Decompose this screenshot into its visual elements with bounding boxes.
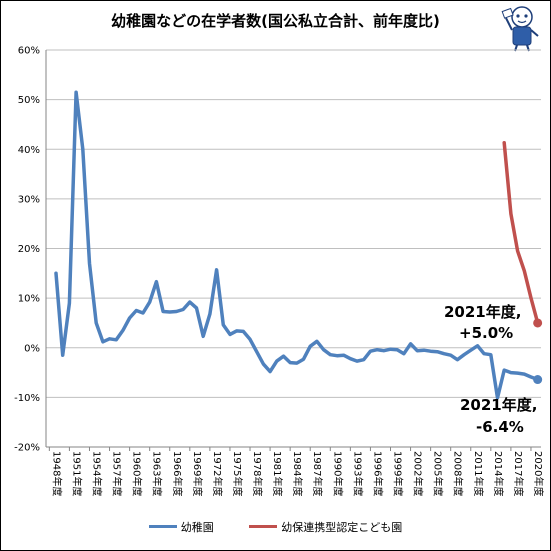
legend-swatch-blue <box>148 525 177 528</box>
x-tick-label: 2014年度 <box>492 451 505 496</box>
y-tick-label: 50% <box>18 95 40 106</box>
y-tick-label: -20% <box>14 443 40 454</box>
end-point-1 <box>533 318 543 328</box>
x-tick-label: 1972年度 <box>211 451 224 496</box>
y-tick-label: 10% <box>18 294 40 305</box>
annotation-kodomoen-value: +5.0% <box>459 324 513 342</box>
legend-item-kodomoen: 幼保連携型認定こども園 <box>249 519 402 535</box>
annotation-youchien-value: -6.4% <box>476 418 524 436</box>
y-tick-label: 30% <box>18 194 40 205</box>
x-tick-label: 2020年度 <box>532 451 545 496</box>
x-tick-label: 1990年度 <box>331 451 344 496</box>
chart-title: 幼稚園などの在学者数(国公私立合計、前年度比) <box>111 12 440 30</box>
x-tick-label: 1957年度 <box>111 451 124 496</box>
mascot-icon <box>501 6 539 52</box>
x-tick-label: 1999年度 <box>391 451 404 496</box>
gridlines <box>46 49 541 448</box>
x-tick-label: 2017年度 <box>512 451 525 496</box>
x-tick-label: 1981年度 <box>271 451 284 496</box>
y-tick-label: 20% <box>18 244 40 255</box>
x-tick-label: 2011年度 <box>472 451 485 496</box>
x-tick-label: 1954年度 <box>90 451 103 496</box>
x-tick-label: 2005年度 <box>432 451 445 496</box>
series-line-0 <box>54 90 540 400</box>
y-tick-label: -10% <box>14 393 40 404</box>
x-tick-label: 1951年度 <box>70 451 83 496</box>
annotation-youchien-year: 2021年度, <box>460 396 537 414</box>
axes <box>45 50 541 451</box>
y-tick-label: 0% <box>24 343 40 354</box>
legend-swatch-red <box>249 525 278 528</box>
legend-label-youchien: 幼稚園 <box>180 520 214 534</box>
x-tick-label: 1969年度 <box>191 451 204 496</box>
x-tick-label: 1960年度 <box>131 451 144 496</box>
x-tick-label: 1975年度 <box>231 451 244 496</box>
series-lines <box>54 90 540 400</box>
x-tick-label: 2008年度 <box>452 451 465 496</box>
series-line-1 <box>502 141 540 325</box>
x-tick-label: 1987年度 <box>311 451 324 496</box>
x-tick-label: 1966年度 <box>171 451 184 496</box>
y-axis-ticks: -20% -10% 0% 10% 20% 30% 40% 50% 60% <box>14 46 40 454</box>
y-tick-label: 40% <box>18 145 40 156</box>
annotation-kodomoen-year: 2021年度, <box>444 303 521 321</box>
legend: 幼稚園 幼保連携型認定こども園 <box>0 518 551 535</box>
legend-label-kodomoen: 幼保連携型認定こども園 <box>281 520 403 534</box>
legend-item-youchien: 幼稚園 <box>148 519 214 535</box>
x-tick-label: 1948年度 <box>50 451 63 496</box>
x-tick-label: 1984年度 <box>291 451 304 496</box>
x-tick-label: 1993年度 <box>351 451 364 496</box>
x-tick-label: 2002年度 <box>412 451 425 496</box>
x-axis-ticks: 1948年度 1951年度 1954年度 1957年度 1960年度 1963年度 1966… <box>50 451 545 496</box>
end-point-0 <box>533 375 543 385</box>
x-tick-label: 1978年度 <box>251 451 264 496</box>
x-tick-label: 1996年度 <box>371 451 384 496</box>
end-markers <box>533 318 543 385</box>
y-tick-label: 60% <box>18 46 40 57</box>
x-tick-label: 1963年度 <box>151 451 164 496</box>
